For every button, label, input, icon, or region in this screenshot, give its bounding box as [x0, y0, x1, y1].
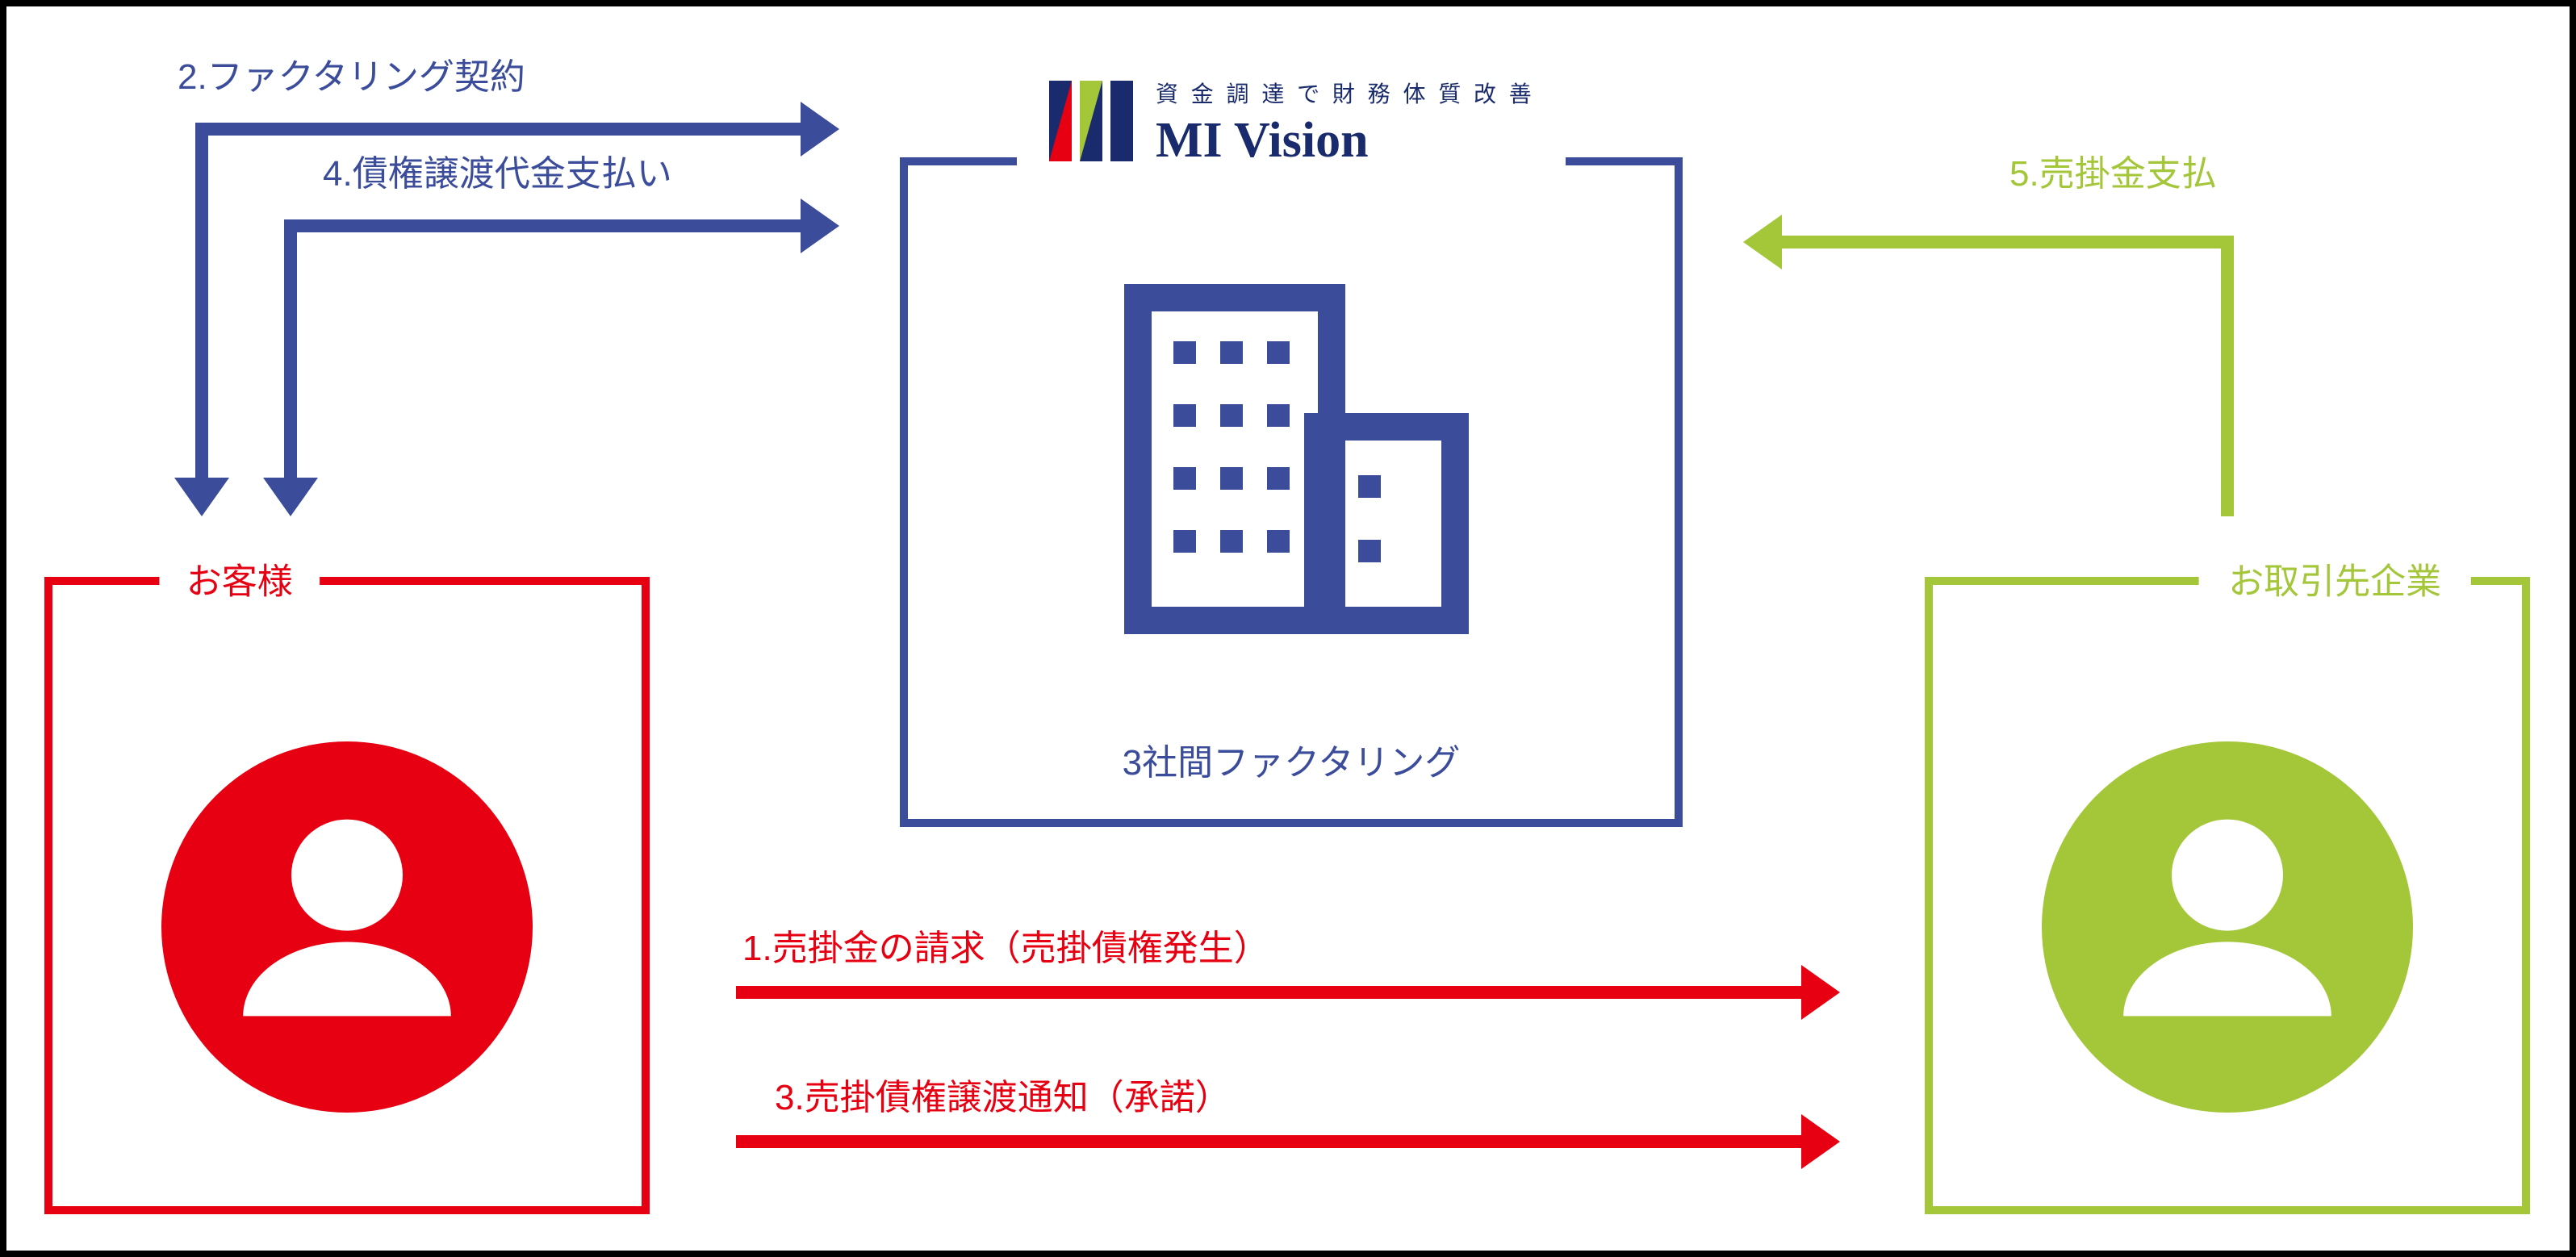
svg-text:4.債権譲渡代金支払い: 4.債権譲渡代金支払い — [323, 154, 672, 194]
svg-text:資 金 調 達 で 財 務 体 質 改 善: 資 金 調 達 で 財 務 体 質 改 善 — [1156, 81, 1535, 106]
diagram-svg: 2.ファクタリング契約 4.債権譲渡代金支払い 5.売掛金支払お客様 お取引先企業 3社… — [0, 0, 2576, 1257]
svg-text:5.売掛金支払: 5.売掛金支払 — [2009, 154, 2217, 194]
diagram-stage: 2.ファクタリング契約 4.債権譲渡代金支払い 5.売掛金支払お客様 お取引先企業 3社… — [0, 0, 2576, 1257]
svg-text:1.売掛金の請求（売掛債権発生）: 1.売掛金の請求（売掛債権発生） — [742, 929, 1269, 968]
svg-text:お取引先企業: お取引先企業 — [2228, 562, 2441, 601]
svg-text:2.ファクタリング契約: 2.ファクタリング契約 — [178, 57, 525, 97]
svg-text:MI Vision: MI Vision — [1156, 113, 1369, 168]
svg-text:3社間ファクタリング: 3社間ファクタリング — [1123, 743, 1461, 783]
svg-text:お客様: お客様 — [186, 562, 293, 601]
svg-text:3.売掛債権譲渡通知（承諾）: 3.売掛債権譲渡通知（承諾） — [775, 1078, 1231, 1117]
